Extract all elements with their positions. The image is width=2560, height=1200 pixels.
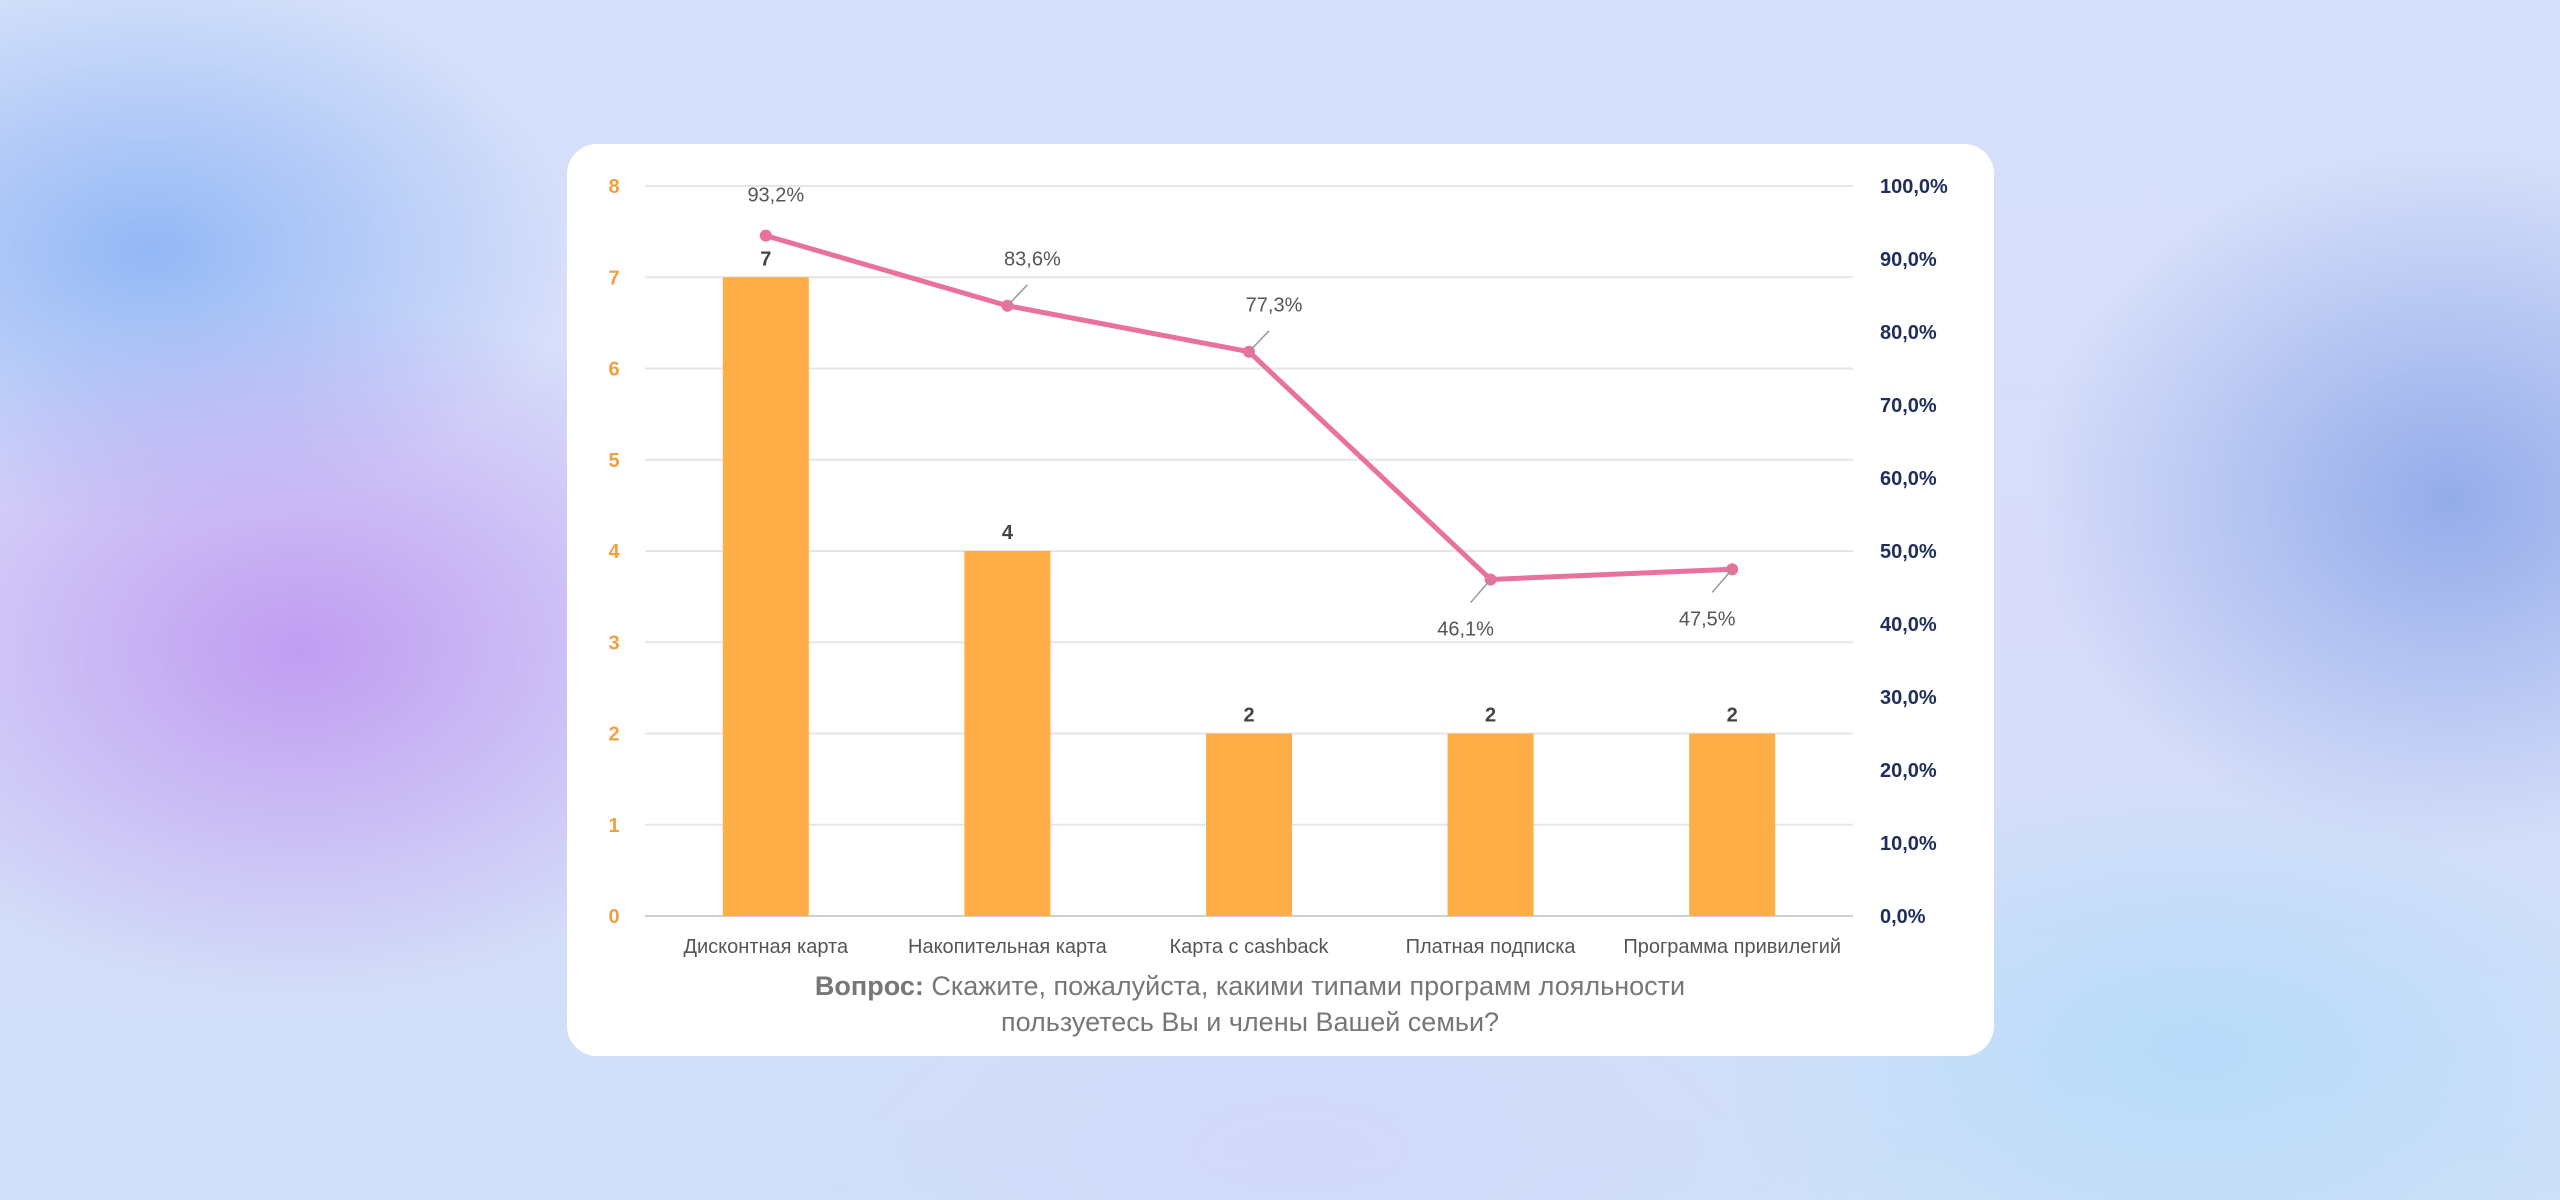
leader-line [1248,330,1270,353]
leader-line [1711,568,1733,593]
bar-value-label: 4 [1002,522,1014,544]
bar [964,551,1051,916]
line-value-label: 77,3% [1246,295,1303,317]
leader-line [1006,284,1028,307]
bar-value-label: 2 [1485,705,1496,727]
right-axis-tick: 30,0% [1880,687,1937,709]
line-value-label: 83,6% [1004,249,1061,271]
category-label: Платная подписка [1406,936,1577,958]
bar-value-label: 2 [1243,705,1254,727]
left-axis-tick: 6 [608,359,619,381]
leader-line [1470,578,1492,604]
right-axis-tick: 10,0% [1880,833,1937,855]
category-label: Дисконтная карта [683,936,849,958]
right-axis-tick: 0,0% [1880,906,1926,928]
left-axis-tick: 5 [608,450,619,472]
left-axis-tick: 8 [608,176,619,198]
right-axis-tick: 40,0% [1880,614,1937,636]
line-value-label: 47,5% [1679,608,1736,630]
left-axis-tick: 2 [608,724,619,746]
bar-value-label: 7 [760,248,771,270]
chart-question: Вопрос: Скажите, пожалуйста, какими типа… [815,971,1685,1001]
right-axis-tick: 70,0% [1880,395,1937,417]
bar [722,277,809,916]
right-axis-tick: 60,0% [1880,468,1937,490]
right-axis-tick: 100,0% [1880,176,1948,198]
line-value-label: 46,1% [1437,618,1494,640]
left-axis-tick: 0 [608,906,619,928]
right-axis-tick: 20,0% [1880,760,1937,782]
bar [1689,733,1776,916]
left-axis-tick: 4 [608,541,620,563]
category-label: Программа привилегий [1623,936,1841,958]
category-label: Карта с cashback [1169,936,1329,958]
percent-line [765,233,1733,582]
bar [1447,733,1534,916]
bar [1206,733,1292,916]
right-axis-tick: 80,0% [1880,322,1937,344]
line-point [759,229,772,242]
left-axis-tick: 3 [608,632,619,654]
category-label: Накопительная карта [908,936,1108,958]
right-axis-tick: 90,0% [1880,249,1937,271]
right-axis-tick: 50,0% [1880,541,1937,563]
chart-question-line2: пользуетесь Вы и члены Вашей семьи? [1001,1007,1499,1037]
left-axis-tick: 7 [608,267,619,289]
line-value-label: 93,2% [747,185,804,207]
bar-value-label: 2 [1727,705,1738,727]
left-axis-tick: 1 [608,815,619,837]
